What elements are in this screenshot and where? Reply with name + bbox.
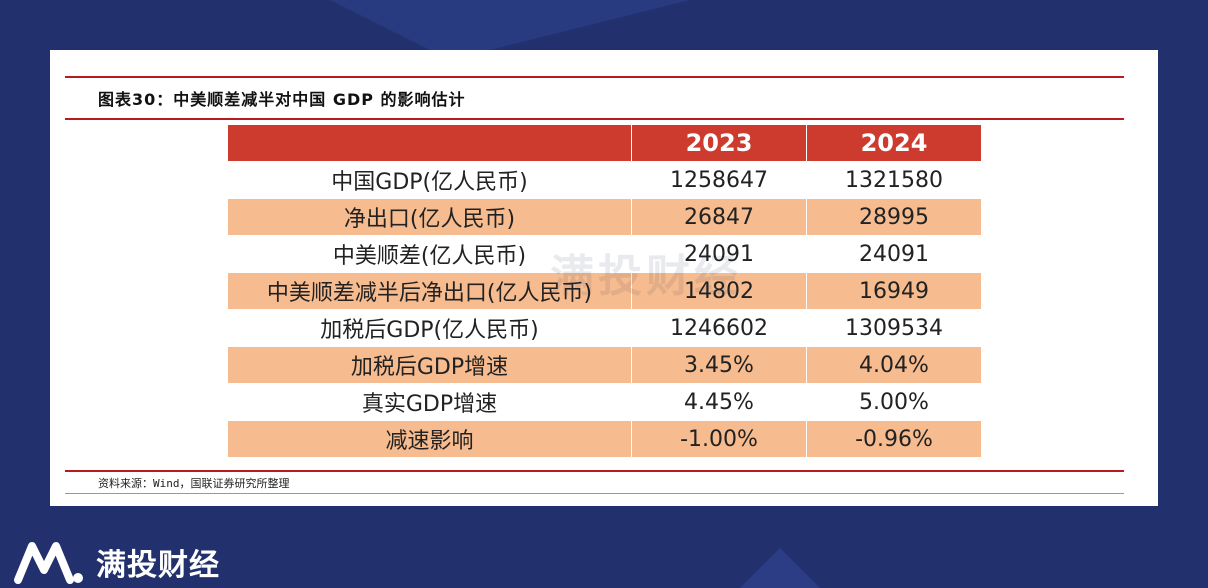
data-table: 2023 2024 中国GDP(亿人民币) 1258647 1321580 净出… bbox=[227, 124, 982, 458]
table-row: 中国GDP(亿人民币) 1258647 1321580 bbox=[227, 161, 982, 199]
table-row: 加税后GDP(亿人民币) 1246602 1309534 bbox=[227, 309, 982, 347]
brand-logo-icon bbox=[14, 542, 83, 584]
figure-title: 图表30：中美顺差减半对中国 GDP 的影响估计 bbox=[98, 90, 466, 109]
row-label: 净出口(亿人民币) bbox=[227, 198, 632, 236]
cell-2024: 28995 bbox=[806, 198, 982, 236]
cell-2023: 1258647 bbox=[631, 161, 807, 199]
table-row: 中美顺差(亿人民币) 24091 24091 bbox=[227, 235, 982, 273]
row-label: 减速影响 bbox=[227, 420, 632, 458]
cell-2023: 4.45% bbox=[631, 383, 807, 421]
row-label: 中国GDP(亿人民币) bbox=[227, 161, 632, 199]
divider bbox=[65, 470, 1124, 472]
brand-name: 满投财经 bbox=[96, 548, 220, 583]
table-row: 减速影响 -1.00% -0.96% bbox=[227, 420, 982, 458]
figure-source: 资料来源：Wind，国联证券研究所整理 bbox=[98, 477, 290, 490]
table-row: 加税后GDP增速 3.45% 4.04% bbox=[227, 346, 982, 384]
figure-panel: 图表30：中美顺差减半对中国 GDP 的影响估计 2023 2024 中国GDP… bbox=[50, 50, 1158, 506]
divider bbox=[65, 118, 1124, 120]
row-label: 真实GDP增速 bbox=[227, 383, 632, 421]
header-cell bbox=[227, 124, 632, 162]
cell-2024: 24091 bbox=[806, 235, 982, 273]
table-row: 净出口(亿人民币) 26847 28995 bbox=[227, 198, 982, 236]
cell-2023: 24091 bbox=[631, 235, 807, 273]
cell-2024: 16949 bbox=[806, 272, 982, 310]
row-label: 加税后GDP增速 bbox=[227, 346, 632, 384]
row-label: 加税后GDP(亿人民币) bbox=[227, 309, 632, 347]
header-cell-2024: 2024 bbox=[806, 124, 982, 162]
cell-2023: 1246602 bbox=[631, 309, 807, 347]
header-cell-2023: 2023 bbox=[631, 124, 807, 162]
table-header-row: 2023 2024 bbox=[227, 124, 982, 162]
row-label: 中美顺差减半后净出口(亿人民币) bbox=[227, 272, 632, 310]
brand: 满投财经 bbox=[14, 540, 220, 584]
cell-2023: -1.00% bbox=[631, 420, 807, 458]
divider bbox=[65, 493, 1124, 494]
background-shape bbox=[740, 548, 820, 588]
cell-2023: 26847 bbox=[631, 198, 807, 236]
table-row: 真实GDP增速 4.45% 5.00% bbox=[227, 383, 982, 421]
cell-2024: 5.00% bbox=[806, 383, 982, 421]
cell-2023: 3.45% bbox=[631, 346, 807, 384]
cell-2024: 1309534 bbox=[806, 309, 982, 347]
row-label: 中美顺差(亿人民币) bbox=[227, 235, 632, 273]
divider bbox=[65, 76, 1124, 78]
cell-2024: 4.04% bbox=[806, 346, 982, 384]
cell-2024: 1321580 bbox=[806, 161, 982, 199]
cell-2024: -0.96% bbox=[806, 420, 982, 458]
watermark: 满投财经 bbox=[550, 251, 742, 302]
